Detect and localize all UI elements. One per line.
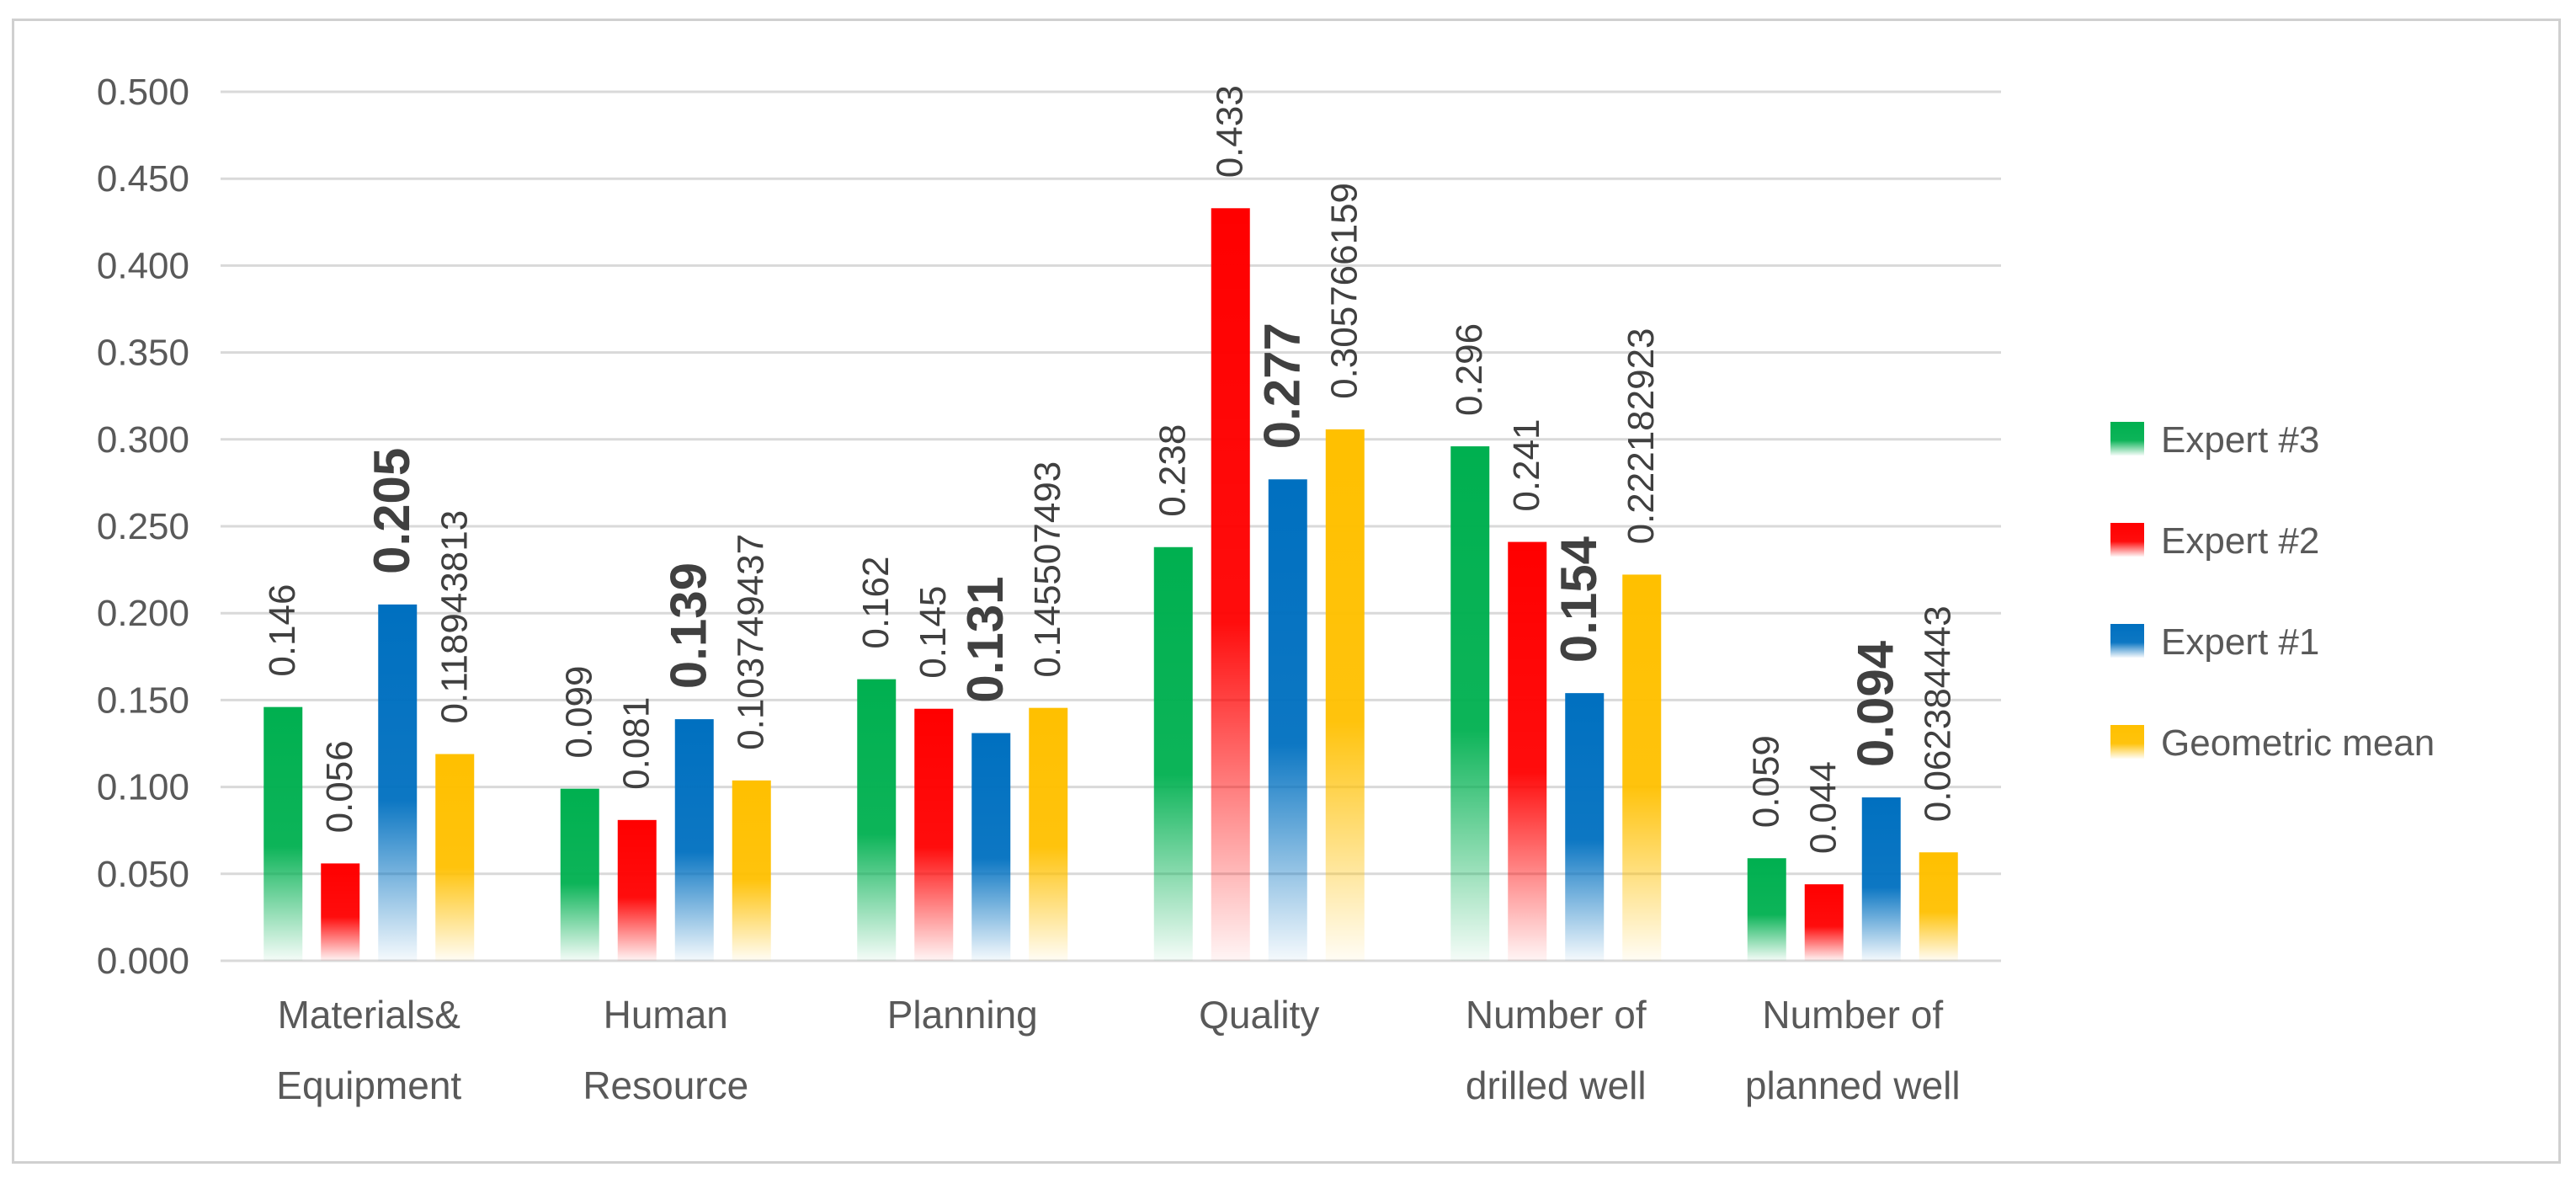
legend-swatch	[2110, 725, 2144, 759]
data-label: 0.146	[262, 584, 303, 677]
x-category-label: Quality	[1199, 993, 1319, 1037]
bar	[1508, 541, 1547, 961]
data-label: 0.099	[559, 666, 600, 759]
bar	[263, 706, 303, 961]
data-label: 0.062384443	[1918, 605, 1959, 822]
data-label: 0.145507493	[1027, 461, 1068, 678]
bar	[1565, 693, 1605, 961]
y-tick-label: 0.350	[97, 333, 189, 374]
data-label: 0.081	[616, 697, 657, 790]
data-label: 0.118943813	[434, 510, 475, 724]
bar	[971, 733, 1011, 961]
data-label: 0.131	[957, 576, 1014, 702]
bar	[732, 780, 771, 961]
bar	[1804, 884, 1844, 961]
x-category-label: Resource	[583, 1063, 748, 1107]
legend-swatch	[2110, 422, 2144, 456]
bar	[1861, 797, 1901, 961]
x-category-label: Human	[604, 993, 728, 1037]
data-label: 0.154	[1551, 536, 1607, 663]
data-label: 0.222182923	[1621, 328, 1662, 544]
data-label: 0.044	[1803, 761, 1844, 854]
data-label: 0.059	[1746, 735, 1787, 828]
data-label: 0.205	[364, 448, 420, 574]
y-tick-label: 0.000	[97, 941, 189, 982]
x-category-label: Materials&	[278, 993, 460, 1037]
gridlines	[221, 90, 2001, 962]
x-category-label: Planning	[887, 993, 1038, 1037]
y-axis: 0.000 0.050 0.100 0.150 0.200 0.250 0.300 0.350…	[97, 72, 189, 982]
data-label: 0.277	[1254, 322, 1311, 449]
data-label: 0.145	[913, 586, 954, 679]
bar	[1622, 574, 1662, 961]
data-label: 0.238	[1152, 424, 1194, 517]
data-label: 0.296	[1449, 323, 1490, 416]
bar	[1919, 852, 1958, 961]
x-category-label: planned well	[1745, 1063, 1961, 1107]
legend: Expert #3 Expert #2 Expert #1 Geometric mea…	[2110, 419, 2435, 764]
y-tick-label: 0.400	[97, 245, 189, 286]
bar	[378, 604, 418, 961]
bar	[1211, 208, 1250, 962]
x-category-label: Number of	[1466, 993, 1647, 1037]
x-category-label: Number of	[1762, 993, 1943, 1037]
bar	[674, 719, 714, 961]
bar	[857, 679, 897, 961]
legend-swatch	[2110, 523, 2144, 557]
bar-chart: 0.000 0.050 0.100 0.150 0.200 0.250 0.300 0.350…	[97, 72, 2435, 1107]
x-category-label: drilled well	[1466, 1063, 1647, 1107]
bar	[1029, 707, 1068, 961]
y-tick-label: 0.500	[97, 72, 189, 113]
y-tick-label: 0.450	[97, 158, 189, 200]
y-tick-label: 0.200	[97, 593, 189, 634]
data-label: 0.241	[1506, 418, 1547, 511]
legend-label: Expert #1	[2161, 621, 2319, 663]
bar	[560, 788, 599, 961]
bar	[321, 863, 360, 961]
data-label: 0.103749437	[731, 534, 772, 750]
legend-label: Expert #2	[2161, 520, 2319, 562]
y-tick-label: 0.050	[97, 854, 189, 895]
y-tick-label: 0.300	[97, 419, 189, 461]
bars	[263, 208, 1958, 962]
chart-frame: 0.000 0.050 0.100 0.150 0.200 0.250 0.300 0.350…	[12, 19, 2561, 1164]
y-tick-label: 0.150	[97, 680, 189, 721]
data-label: 0.305766159	[1324, 183, 1365, 399]
legend-label: Expert #3	[2161, 419, 2319, 461]
y-tick-label: 0.250	[97, 506, 189, 547]
bar	[617, 819, 657, 961]
data-label: 0.162	[855, 557, 897, 649]
bar	[1325, 429, 1365, 961]
x-axis: Materials&Equipment Human Resource Planning…	[276, 993, 1960, 1107]
bar	[1268, 479, 1307, 961]
bar	[435, 754, 475, 961]
legend-swatch	[2110, 624, 2144, 658]
legend-label: Geometric mean	[2161, 722, 2435, 764]
bar	[1450, 446, 1490, 961]
data-label: 0.139	[661, 562, 717, 689]
bar	[1153, 546, 1193, 961]
bar	[1747, 858, 1786, 961]
data-label: 0.056	[319, 740, 360, 833]
y-tick-label: 0.100	[97, 767, 189, 808]
data-label: 0.433	[1210, 85, 1251, 178]
bar	[914, 708, 954, 961]
data-label: 0.094	[1848, 640, 1904, 767]
x-category-label: Equipment	[276, 1063, 461, 1107]
